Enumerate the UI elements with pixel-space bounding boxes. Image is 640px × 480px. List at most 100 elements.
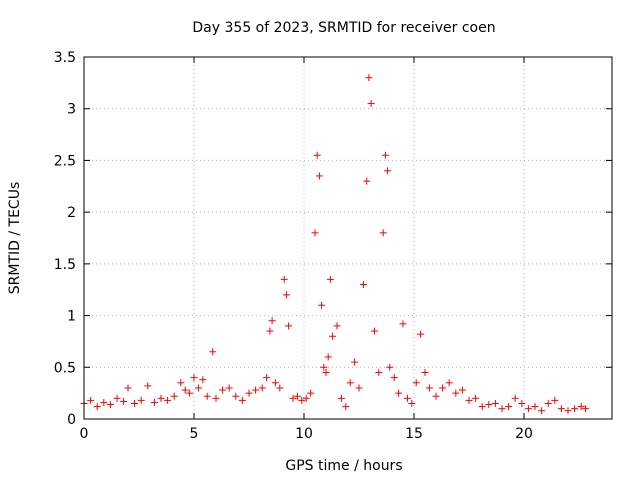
data-point <box>289 394 297 402</box>
data-point <box>199 376 207 384</box>
grid <box>84 57 612 419</box>
y-tick-label: 1.5 <box>54 257 76 273</box>
data-point <box>333 322 341 330</box>
data-point <box>293 392 301 400</box>
data-point <box>144 382 152 390</box>
data-point <box>531 403 539 411</box>
axis-ticks <box>83 56 612 420</box>
data-point <box>266 327 274 335</box>
data-point <box>538 407 546 415</box>
data-point <box>203 392 211 400</box>
data-point <box>363 177 371 185</box>
chart-title: Day 355 of 2023, SRMTID for receiver coe… <box>192 20 495 36</box>
y-tick-label: 3 <box>67 102 76 118</box>
data-point <box>131 399 139 407</box>
data-point <box>472 394 480 402</box>
data-point <box>322 368 330 376</box>
data-point <box>524 405 532 413</box>
data-point <box>252 386 260 394</box>
data-point <box>186 389 194 397</box>
data-point <box>190 374 198 382</box>
data-point <box>518 399 526 407</box>
data-point <box>386 363 394 371</box>
data-point <box>412 379 420 387</box>
x-tick-label: 10 <box>295 426 313 442</box>
data-point <box>164 396 172 404</box>
data-point <box>177 379 185 387</box>
data-point <box>359 281 367 289</box>
data-point <box>194 384 202 392</box>
data-point <box>276 384 284 392</box>
data-point <box>87 396 95 404</box>
data-point <box>285 322 293 330</box>
y-tick-label: 1 <box>67 309 76 325</box>
data-point <box>491 399 499 407</box>
data-point <box>375 368 383 376</box>
data-point <box>370 327 378 335</box>
data-point <box>324 353 332 361</box>
data-point <box>498 405 506 413</box>
data-point <box>302 394 310 402</box>
data-point <box>342 403 350 411</box>
data-point <box>445 379 453 387</box>
x-tick-label: 5 <box>190 426 199 442</box>
data-point <box>478 403 486 411</box>
data-point <box>100 398 108 406</box>
data-point <box>298 396 306 404</box>
y-tick-label: 3.5 <box>54 50 76 66</box>
data-point <box>381 151 389 159</box>
tick-labels: 0 5 10 15 20 0 0.5 1 1.5 2 2.5 3 3.5 <box>54 50 533 442</box>
data-point <box>577 403 585 411</box>
data-point <box>209 348 217 356</box>
data-point <box>225 384 233 392</box>
data-point <box>150 398 158 406</box>
data-point <box>452 389 460 397</box>
data-point <box>557 405 565 413</box>
x-tick-label: 15 <box>405 426 423 442</box>
data-point <box>212 394 220 402</box>
data-point <box>432 392 440 400</box>
data-point <box>425 384 433 392</box>
data-point <box>379 229 387 237</box>
data-point <box>313 151 321 159</box>
data-point <box>307 389 315 397</box>
data-point <box>315 172 323 180</box>
x-axis-label: GPS time / hours <box>285 458 402 474</box>
data-point <box>384 167 392 175</box>
data-point <box>337 394 345 402</box>
y-tick-label: 0.5 <box>54 360 76 376</box>
data-point <box>245 389 253 397</box>
data-point <box>505 403 513 411</box>
data-point <box>238 396 246 404</box>
data-point <box>282 291 290 299</box>
data-point <box>544 399 552 407</box>
y-tick-label: 0 <box>67 412 76 428</box>
data-point <box>465 396 473 404</box>
data-point <box>106 401 114 409</box>
data-point <box>351 358 359 366</box>
data-points <box>80 74 590 415</box>
data-point <box>318 301 326 309</box>
data-point <box>390 374 398 382</box>
data-point <box>120 397 128 405</box>
data-point <box>137 396 145 404</box>
data-point <box>408 399 416 407</box>
data-point <box>320 363 328 371</box>
data-point <box>399 320 407 328</box>
data-point <box>485 401 493 409</box>
data-point <box>511 394 519 402</box>
data-point <box>157 394 165 402</box>
data-point <box>170 392 178 400</box>
data-point <box>280 275 288 283</box>
data-point <box>268 317 276 325</box>
data-point <box>113 394 121 402</box>
data-point <box>263 374 271 382</box>
data-point <box>582 405 590 413</box>
x-tick-label: 20 <box>515 426 533 442</box>
data-point <box>271 379 279 387</box>
data-point <box>403 394 411 402</box>
data-point <box>551 396 559 404</box>
data-point <box>365 74 373 82</box>
data-point <box>367 100 375 108</box>
